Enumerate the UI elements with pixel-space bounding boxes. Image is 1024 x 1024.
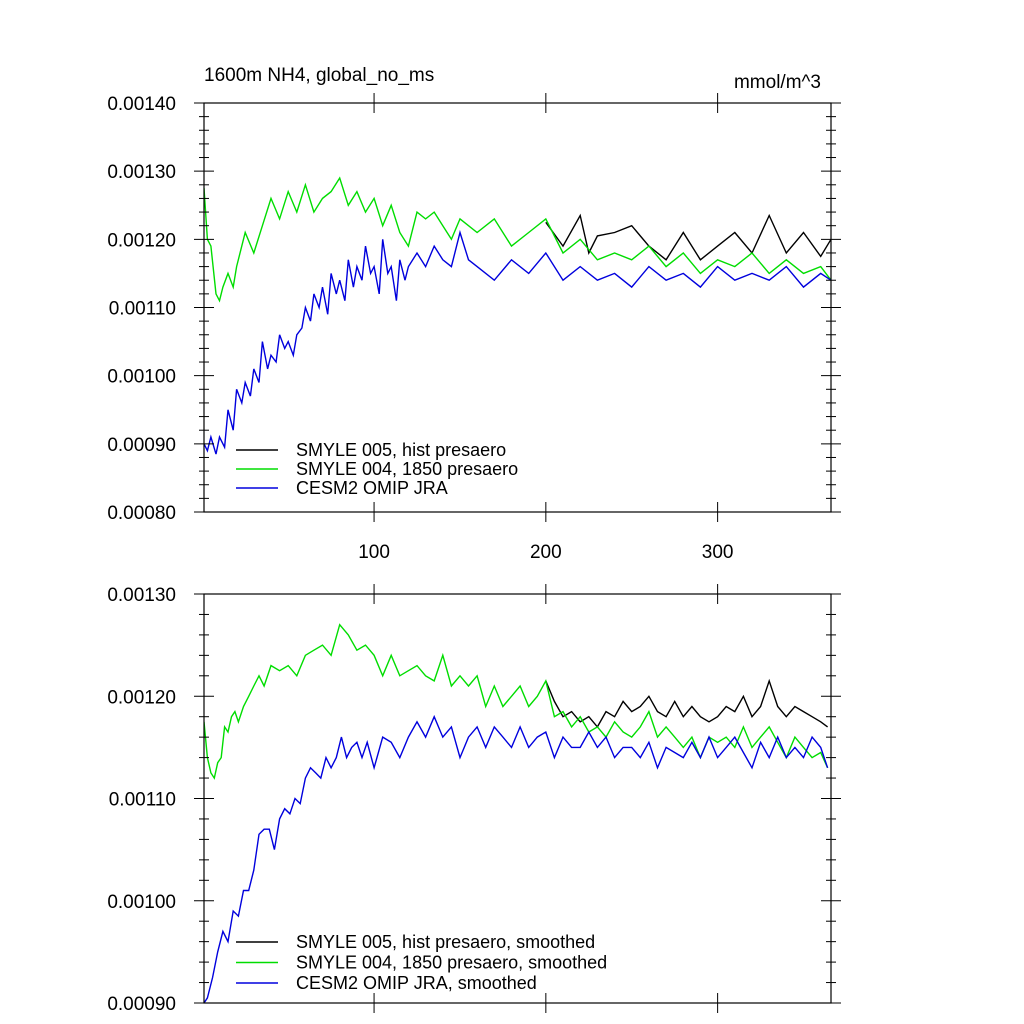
y-tick-label: 0.00130	[107, 585, 176, 606]
bottom-panel: 0.00090 0.00100 0.00110 0.00120 0.00130 SMYLE…	[107, 584, 841, 1015]
series-line-2	[204, 623, 829, 780]
y-tick-label: 0.00120	[107, 687, 176, 708]
y-tick-label: 0.00130	[107, 162, 176, 183]
y-tick-label: 0.00100	[107, 892, 176, 913]
y-tick-label: 0.00090	[107, 994, 176, 1015]
series-line-1	[545, 678, 829, 729]
series-line-1	[545, 213, 831, 261]
legend-label-2: SMYLE 004, 1850 presaero	[296, 459, 518, 479]
legend-label-3: CESM2 OMIP JRA, smoothed	[296, 973, 537, 993]
top-panel: 0.00080 0.00090 0.00100 0.00110 0.00120 0.001…	[107, 65, 841, 563]
y-tick-label: 0.00120	[107, 230, 176, 251]
y-tick-label: 0.00080	[107, 503, 176, 524]
series-line-3	[204, 714, 829, 1003]
legend-label-3: CESM2 OMIP JRA	[296, 478, 448, 498]
chart-title: 1600m NH4, global_no_ms	[204, 65, 434, 86]
x-tick-label: 200	[530, 542, 562, 563]
y-tick-label: 0.00090	[107, 435, 176, 456]
units-label: mmol/m^3	[734, 72, 821, 93]
series-line-2	[204, 176, 831, 303]
y-tick-label: 0.00140	[107, 94, 176, 115]
x-tick-label: 300	[702, 542, 734, 563]
legend-label-1: SMYLE 005, hist presaero	[296, 440, 506, 460]
x-tick-label: 100	[358, 542, 390, 563]
y-tick-label: 0.00110	[109, 299, 176, 320]
series-line-3	[204, 229, 831, 455]
y-tick-label: 0.00110	[109, 790, 176, 811]
legend-label-2: SMYLE 004, 1850 presaero, smoothed	[296, 953, 607, 973]
y-tick-label: 0.00100	[107, 367, 176, 388]
legend-label-1: SMYLE 005, hist presaero, smoothed	[296, 932, 595, 952]
